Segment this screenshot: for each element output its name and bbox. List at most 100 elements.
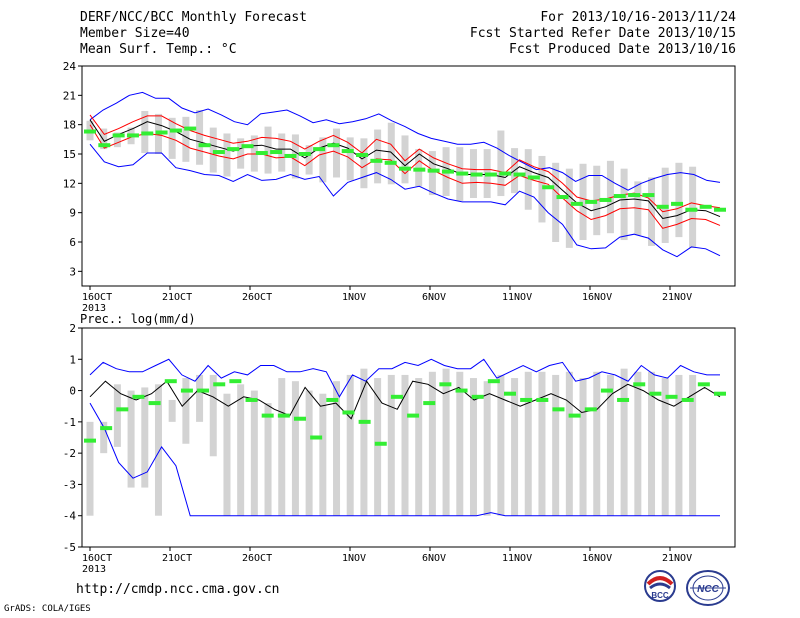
y-tick-label: 15 [63,148,76,161]
spread-box [86,421,94,516]
x-tick-label: 16NOV [582,553,612,564]
ensemble-marker [471,394,484,399]
ensemble-marker [685,207,698,212]
header-left: DERF/NCC/BCC Monthly Forecast Member Siz… [80,10,307,58]
spread-box [689,166,697,248]
ensemble-marker [439,382,452,387]
svg-text:NCC: NCC [697,584,719,595]
spread-box [196,374,204,422]
header-right: For 2013/10/16-2013/11/24 Fcst Started R… [470,10,736,58]
spread-box [401,374,409,516]
ensemble-marker [542,185,555,190]
ensemble-marker [470,172,483,177]
ensemble-marker [456,171,469,176]
spread-box [606,374,614,516]
x-tick-label: 16OCT [82,553,112,564]
ensemble-marker [284,153,297,158]
ensemble-marker [413,167,426,172]
spread-box [264,126,272,174]
member-size: Member Size=40 [80,26,190,41]
header-title: DERF/NCC/BCC Monthly Forecast [80,10,307,25]
ensemble-marker [374,441,387,446]
ensemble-marker [499,171,512,176]
spread-box [456,371,464,516]
spread-box [182,116,190,162]
x-tick-label: 6NOV [422,553,446,564]
x-tick-label: 26OCT [242,292,272,303]
spread-box [360,368,368,516]
min-line [89,402,720,517]
svg-text:BCC: BCC [651,591,669,600]
start-date: Fcst Started Refer Date 2013/10/15 [469,26,736,41]
spread-box [374,378,382,516]
mean-line [89,119,721,220]
spread-box [168,117,176,159]
ensemble-marker [341,149,354,154]
spread-box [511,378,519,516]
spread-box [223,133,231,177]
ensemble-marker [212,150,225,155]
spread-box [415,378,423,516]
spread-box [552,374,560,516]
spread-box [387,374,395,516]
ensemble-marker [298,152,311,156]
x-tick-label: 16OCT [82,292,112,303]
ensemble-marker [326,397,339,402]
y-tick-label: 3 [69,265,76,278]
ensemble-marker [261,413,274,418]
y-tick-label: 24 [63,60,77,73]
spread-box [565,371,573,516]
ensemble-marker [570,201,583,206]
ensemble-marker [313,147,326,152]
y-tick-label: 12 [63,177,76,190]
spread-box [442,368,450,516]
spread-box [428,151,436,196]
grads-credit: GrADS: COLA/IGES [4,604,91,614]
ensemble-marker [504,391,516,396]
ensemble-marker [427,168,440,173]
spread-box [113,132,121,148]
ensemble-marker [556,195,569,200]
precip-title: Prec.: log(mm/d) [80,312,196,326]
ensemble-marker [164,379,177,384]
ensemble-marker [100,426,113,431]
ensemble-marker [148,401,161,406]
ensemble-marker [699,204,712,209]
x-tick-label: 16NOV [582,292,612,303]
spread-box [333,381,341,516]
ensemble-marker [132,394,145,399]
spread-box [305,390,313,516]
y-tick-label: 0 [69,385,76,398]
spread-box [675,162,683,238]
forecast-period: For 2013/10/16-2013/11/24 [540,10,736,25]
spread-box [374,129,382,184]
x-tick-label: 6NOV [422,292,446,303]
spread-box [579,378,587,516]
y-tick-label: 6 [69,236,76,249]
ensemble-marker [342,410,355,415]
spread-box [333,128,341,178]
spread-box [141,387,149,488]
spread-box [100,128,108,150]
produced-date: Fcst Produced Date 2013/10/16 [509,42,736,57]
ensemble-marker [126,133,139,138]
ensemble-marker [180,388,193,393]
spread-box [319,393,327,516]
ensemble-marker [585,199,598,204]
ensemble-marker [241,144,254,149]
ensemble-marker [484,172,497,177]
ensemble-marker [520,397,533,402]
ensemble-marker [681,397,694,402]
footer-url[interactable]: http://cmdp.ncc.cma.gov.cn [76,582,280,597]
ensemble-marker [656,204,669,209]
ensemble-marker [613,194,626,199]
spread-box [675,374,683,516]
ensemble-marker [714,391,726,396]
spread-box [346,374,354,516]
ensemble-marker [370,158,383,163]
spread-box [319,137,327,183]
ensemble-marker [407,413,420,418]
y-tick-label: -3 [63,478,76,491]
spread-box [483,381,491,516]
y-tick-label: 1 [69,353,76,366]
